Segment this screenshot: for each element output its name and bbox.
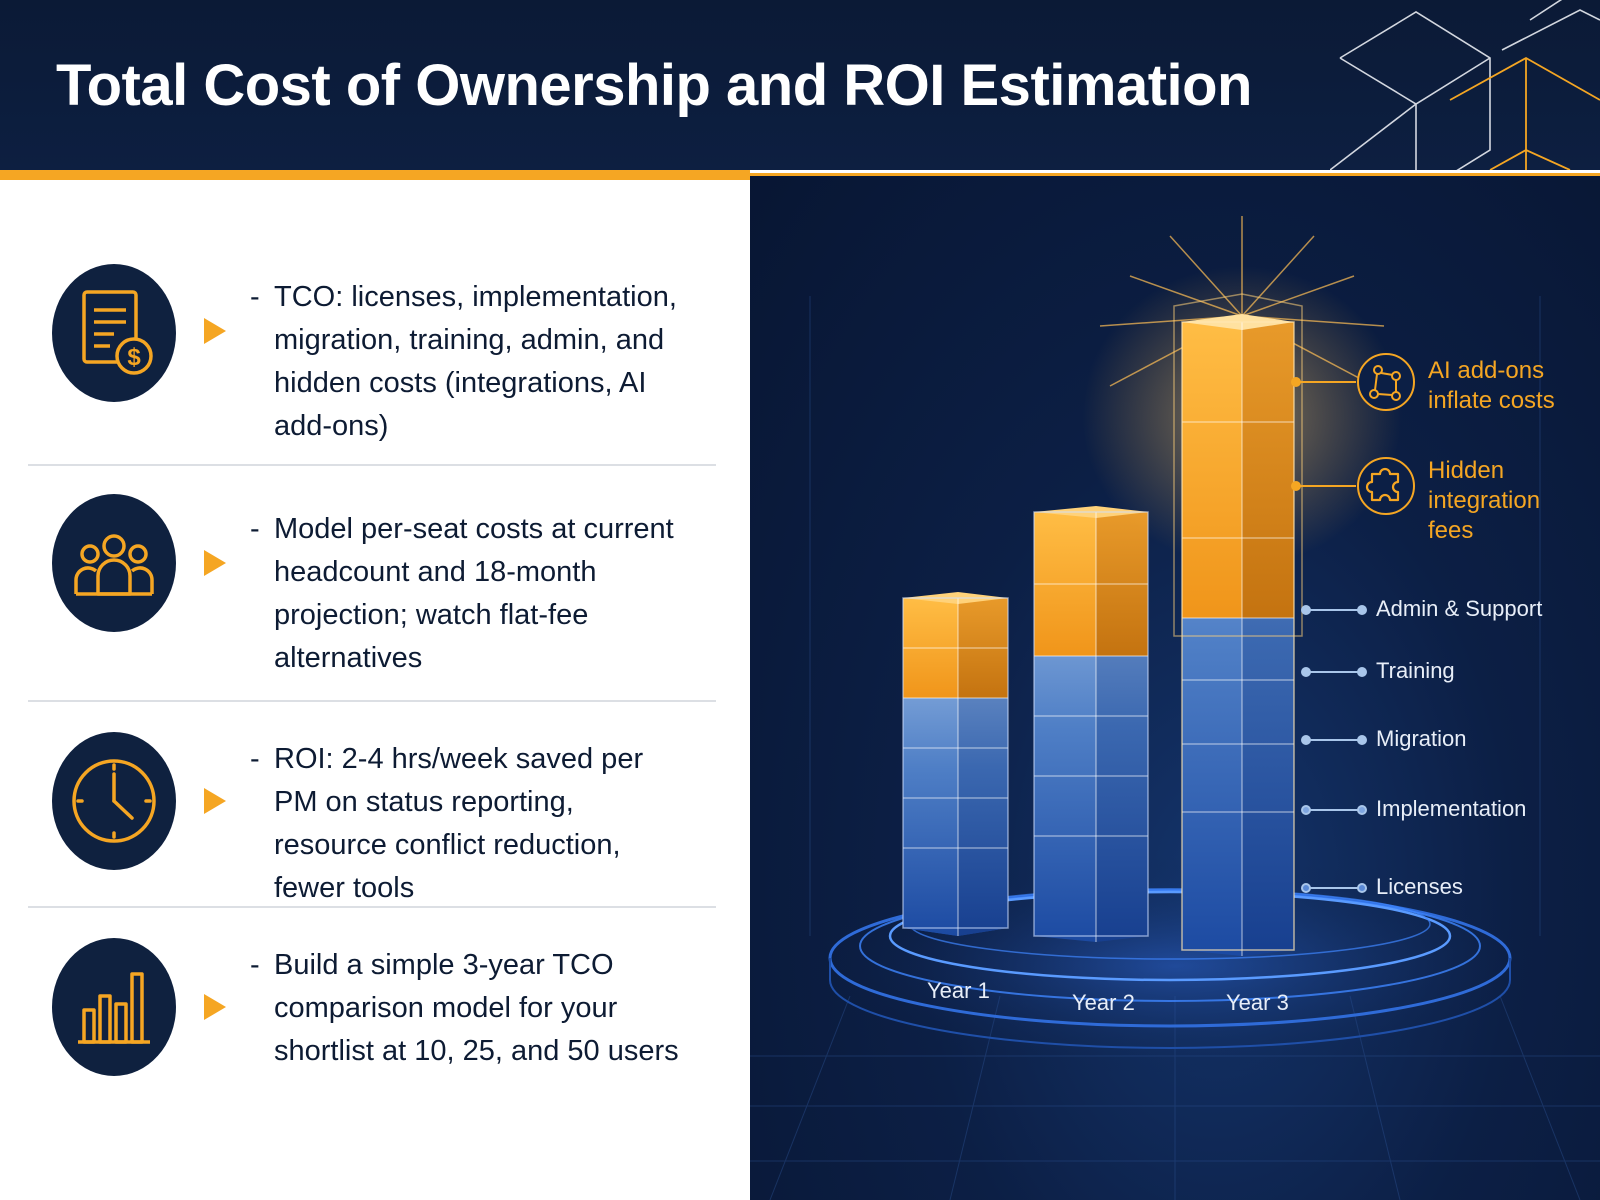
bullet-text: Build a simple 3-year TCO comparison mod… [274,949,679,1067]
header-accent-bar [0,170,750,180]
legend-licenses: Licenses [1376,874,1463,899]
bullet-dash: - [250,513,260,545]
legend-admin-support: Admin & Support [1376,596,1543,621]
stacked-bars-scene [750,216,1600,1200]
divider [28,464,716,466]
year-label-1: Year 1 [927,978,990,1003]
page-title: Total Cost of Ownership and ROI Estimati… [56,53,1252,118]
bullet-item: - Build a simple 3-year TCO comparison m… [28,908,716,1148]
bullet-text: TCO: licenses, implementation, migration… [274,281,677,442]
puzzle-piece-icon [1365,467,1400,502]
arrow-right-icon [204,994,226,1020]
invoice-dollar-icon: $ [52,264,176,402]
header-banner: Total Cost of Ownership and ROI Estimati… [0,0,1600,170]
bar-chart-icon [52,938,176,1076]
bullet-item: $ - TCO: licenses, implementation, migra… [28,180,716,466]
legend-implementation: Implementation [1376,796,1527,821]
bullet-item: - Model per-seat costs at current headco… [28,466,716,702]
team-people-icon [52,494,176,632]
bullet-item: - ROI: 2-4 hrs/week saved per PM on stat… [28,702,716,908]
arrow-right-icon [204,788,226,814]
bullet-dash: - [250,743,260,775]
callout-ai-addons: AI add-ons inflate costs [1428,357,1555,414]
key-points-panel: $ - TCO: licenses, implementation, migra… [0,180,750,1200]
legend-training: Training [1376,658,1455,683]
arrow-right-icon [204,550,226,576]
clock-icon [52,732,176,870]
bar-year-1 [902,592,1009,936]
bullet-dash: - [250,281,260,313]
tco-chart-illustration: AI add-ons inflate costs Hidden integrat… [750,176,1600,1200]
legend-connectors [1301,605,1367,893]
bullet-text: ROI: 2-4 hrs/week saved per PM on status… [274,743,644,904]
year-label-2: Year 2 [1072,990,1135,1015]
arrow-right-icon [204,318,226,344]
bar-year-3 [1173,293,1303,956]
divider [28,906,716,908]
callout-hidden-integration: Hidden integration fees [1428,457,1541,544]
light-rays [1099,216,1385,387]
bar-year-2 [1033,506,1149,942]
bullet-text: Model per-seat costs at current headcoun… [274,513,674,674]
header-accent-line [750,173,1600,176]
svg-text:$: $ [127,344,141,371]
legend-migration: Migration [1376,726,1467,751]
network-nodes-icon [1369,365,1401,401]
year-label-3: Year 3 [1226,990,1289,1015]
geometric-cube-decoration [1330,0,1600,170]
circular-platform [828,888,1512,1049]
divider [28,700,716,702]
bullet-dash: - [250,949,260,981]
